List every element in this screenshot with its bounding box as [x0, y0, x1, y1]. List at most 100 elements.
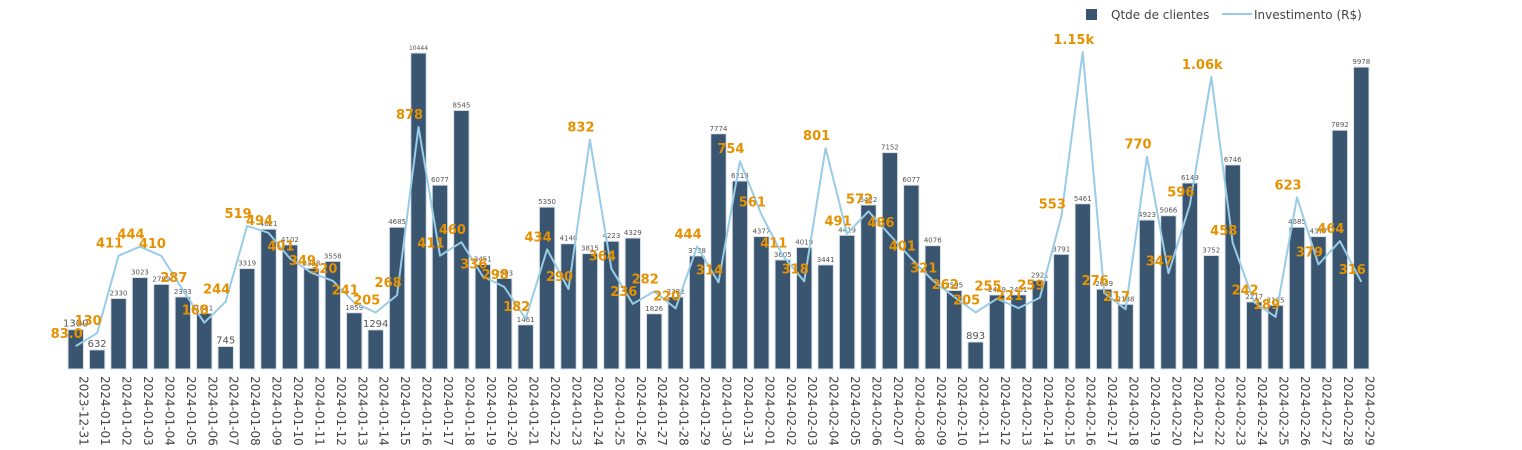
- x-tick-label: 2024-01-22: [548, 376, 562, 446]
- bar[interactable]: [217, 345, 234, 370]
- bar[interactable]: [945, 289, 963, 370]
- line-data-label: 236: [610, 285, 637, 300]
- bar-data-label: 5461: [1074, 195, 1092, 203]
- line-data-label: 217: [1103, 290, 1130, 305]
- x-axis-ticks: 2023-12-31 2024-01-01 2024-01-02 2024-01-03…: [77, 376, 1377, 446]
- x-tick-label: 2024-01-20: [505, 376, 519, 446]
- bar[interactable]: [860, 204, 877, 370]
- x-tick-label: 2024-01-10: [291, 376, 305, 446]
- line-data-label: 460: [439, 223, 466, 238]
- bar[interactable]: [710, 133, 727, 370]
- line-data-label: 287: [160, 271, 187, 286]
- bar-data-label: 5066: [1160, 207, 1178, 215]
- bar-data-label: 3791: [1052, 245, 1070, 253]
- bar[interactable]: [1353, 66, 1370, 370]
- line-data-labels: 83.0130411444410287168244519494401349320…: [51, 33, 1366, 342]
- bar-data-label: 4223: [602, 232, 620, 240]
- bar[interactable]: [431, 184, 449, 370]
- bar[interactable]: [174, 296, 192, 370]
- bar[interactable]: [646, 313, 663, 370]
- bar[interactable]: [1053, 253, 1070, 370]
- bar[interactable]: [281, 244, 299, 370]
- x-tick-label: 2024-01-31: [741, 376, 755, 446]
- bar[interactable]: [667, 296, 684, 370]
- bar[interactable]: [346, 312, 363, 370]
- bar[interactable]: [1267, 304, 1284, 370]
- x-tick-label: 2024-01-17: [441, 376, 455, 446]
- x-tick-label: 2024-01-13: [355, 376, 369, 446]
- bar-data-label: 2105: [1267, 296, 1285, 304]
- bar[interactable]: [153, 283, 170, 370]
- bar[interactable]: [1138, 219, 1156, 370]
- bar[interactable]: [774, 259, 791, 370]
- bar[interactable]: [903, 184, 920, 370]
- bar[interactable]: [238, 268, 256, 370]
- line-data-label: 491: [824, 215, 851, 230]
- investment-line[interactable]: [75, 51, 1363, 347]
- x-tick-label: 2024-01-26: [634, 376, 648, 446]
- x-tick-label: 2024-02-06: [869, 376, 883, 446]
- bar[interactable]: [1117, 303, 1134, 370]
- bar[interactable]: [1288, 226, 1306, 370]
- bar[interactable]: [988, 294, 1006, 370]
- bar[interactable]: [88, 349, 106, 370]
- bar[interactable]: [1010, 294, 1027, 370]
- legend-line-label[interactable]: Investimento (R$): [1254, 8, 1362, 22]
- legend-bar-label[interactable]: Qtde de clientes: [1111, 8, 1209, 22]
- bar[interactable]: [838, 234, 856, 370]
- bar[interactable]: [753, 236, 770, 370]
- x-tick-label: 2024-01-24: [591, 376, 605, 446]
- bar[interactable]: [131, 277, 149, 370]
- bar[interactable]: [688, 255, 706, 370]
- legend-bar-swatch[interactable]: [1086, 9, 1097, 20]
- bar[interactable]: [967, 341, 984, 370]
- bar-data-label: 6077: [902, 176, 920, 184]
- line-data-label: 561: [739, 195, 766, 210]
- bar-data-label: 8545: [452, 101, 470, 109]
- bar[interactable]: [517, 324, 534, 370]
- bar[interactable]: [496, 277, 513, 370]
- bar-data-label: 3738: [688, 247, 706, 255]
- bar[interactable]: [367, 329, 384, 370]
- bar[interactable]: [67, 329, 84, 370]
- bar[interactable]: [1181, 182, 1199, 370]
- line-data-label: 379: [1296, 246, 1323, 261]
- bar[interactable]: [324, 260, 342, 370]
- line-data-label: 290: [546, 270, 573, 285]
- line-data-label: 458: [1210, 224, 1237, 239]
- bar[interactable]: [453, 109, 470, 370]
- line-data-label: 259: [1017, 279, 1044, 294]
- x-tick-label: 2024-01-08: [248, 376, 262, 446]
- bar[interactable]: [196, 312, 213, 370]
- bar[interactable]: [731, 180, 749, 370]
- bar[interactable]: [538, 206, 556, 370]
- legend[interactable]: Qtde de clientes Investimento (R$): [1086, 8, 1362, 22]
- x-tick-label: 2024-02-01: [762, 376, 776, 446]
- bar[interactable]: [1203, 254, 1220, 370]
- line-data-label: 314: [696, 263, 723, 278]
- bar[interactable]: [560, 243, 577, 370]
- bar[interactable]: [1310, 236, 1327, 370]
- line-data-label: 553: [1039, 198, 1066, 213]
- bar[interactable]: [881, 152, 899, 370]
- bar-data-label: 2921: [1031, 272, 1049, 280]
- bar[interactable]: [110, 298, 127, 370]
- bar-data-label: 4377: [752, 228, 770, 236]
- bar[interactable]: [817, 264, 834, 370]
- bar[interactable]: [1031, 280, 1049, 370]
- bar[interactable]: [303, 267, 320, 370]
- bar[interactable]: [410, 52, 427, 370]
- bar[interactable]: [474, 264, 492, 370]
- bar-data-label: 4621: [260, 220, 278, 228]
- bar[interactable]: [1074, 203, 1091, 370]
- x-tick-label: 2024-02-07: [891, 376, 905, 446]
- bar-data-label: 4019: [795, 238, 813, 246]
- bar-data-label: 2138: [1117, 295, 1135, 303]
- bar-data-label: 5350: [538, 198, 556, 206]
- x-tick-label: 2023-12-31: [77, 376, 91, 446]
- bar-data-label: 1841: [195, 304, 213, 312]
- bar[interactable]: [260, 228, 277, 370]
- bar[interactable]: [581, 253, 599, 370]
- x-tick-label: 2024-01-28: [677, 376, 691, 446]
- bar-data-label: 1294: [363, 319, 388, 330]
